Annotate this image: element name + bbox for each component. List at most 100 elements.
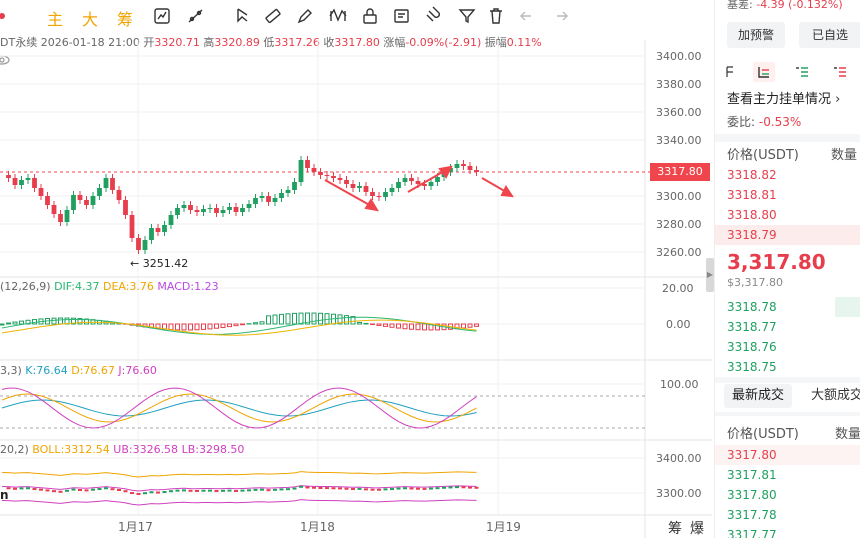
pen-icon[interactable] (295, 6, 315, 26)
view-asks-icon[interactable] (829, 62, 851, 82)
panel-collapse-handle[interactable]: ▶ (706, 258, 714, 292)
arrow-line-2 (407, 169, 447, 193)
time-tick: 1月17 (118, 520, 153, 534)
macd-bar (350, 316, 356, 325)
boll-candle (273, 488, 277, 491)
macd-dea: DEA:3.76 (102, 280, 154, 293)
candle-body (32, 178, 37, 188)
cursor-icon[interactable] (233, 6, 253, 26)
ask-row[interactable]: 3318.80 (715, 205, 860, 225)
boll-candle (305, 486, 310, 489)
mode-main-button[interactable]: 主 (47, 10, 64, 29)
bid-row[interactable]: 3318.78 (715, 297, 860, 317)
view-split-icon[interactable] (753, 62, 775, 82)
price-tick: 3280.00 (656, 218, 702, 231)
candle-body (350, 184, 356, 188)
candle-body (279, 193, 284, 198)
boll-candle (110, 488, 115, 491)
candle-body (415, 181, 421, 184)
mode-chip-button[interactable]: 筹 (117, 10, 134, 29)
bid-row[interactable]: 3318.75 (715, 357, 860, 377)
boll-candle (279, 488, 284, 491)
price-tick: 3380.00 (656, 78, 702, 91)
pattern-icon[interactable] (328, 6, 348, 26)
boll-candle (474, 486, 479, 489)
high-label: 高 (203, 36, 215, 49)
liquidation-button[interactable]: 爆 (690, 521, 704, 537)
candle-body (162, 225, 167, 232)
bid-row[interactable]: 3318.76 (715, 337, 860, 357)
divider (715, 134, 860, 142)
arrow-head-3 (500, 185, 515, 198)
magnet-icon[interactable] (424, 6, 444, 26)
trash-icon[interactable] (486, 6, 506, 26)
price-tick: 3300.00 (656, 190, 702, 203)
macd-bar (71, 317, 76, 325)
candle-body (110, 178, 115, 190)
main-orders-link[interactable]: 查看主力挂单情况 › (727, 88, 840, 107)
ask-row[interactable]: 3318.81 (715, 185, 860, 205)
watchlist-button[interactable]: 已自选 (799, 22, 860, 48)
candle-body (402, 178, 408, 182)
add-alert-button[interactable]: 加预警 (727, 22, 785, 48)
macd-bar (376, 323, 382, 326)
boll-candle (65, 489, 69, 492)
macd-group (0, 312, 479, 336)
candle-body (71, 195, 76, 210)
candle-body (201, 209, 206, 212)
macd-bar (461, 323, 466, 329)
bid-row[interactable]: 3318.77 (715, 317, 860, 337)
chart-area[interactable]: 主 大 筹 (0, 0, 712, 538)
candle-body (311, 168, 317, 172)
lock-icon[interactable] (360, 6, 380, 26)
macd-legend: (12,26,9) DIF:4.37 DEA:3.76 MACD:1.23 (0, 280, 219, 293)
macd-bar (77, 318, 83, 325)
boll-candle (58, 490, 63, 493)
candle-body (116, 190, 122, 200)
kline-chart[interactable] (0, 0, 712, 538)
ask-row[interactable]: 3318.82 (715, 165, 860, 185)
boll-group (1, 471, 479, 506)
record-dot-icon[interactable] (0, 6, 12, 26)
filter-icon[interactable] (457, 6, 477, 26)
trade-price: 3317.77 (727, 528, 777, 538)
macd-bar (25, 319, 31, 325)
boll-candle (435, 487, 440, 490)
boll-candle (331, 487, 336, 490)
tab-latest-trades[interactable]: 最新成交 (724, 384, 793, 408)
trade-tabs: 最新成交 大额成交 (715, 384, 860, 408)
macd-bar (194, 323, 200, 331)
redo-icon[interactable] (550, 6, 570, 26)
boll-candle (227, 489, 232, 492)
ask-row[interactable]: 3318.79 (715, 225, 860, 245)
arrow-head-1 (364, 198, 379, 212)
macd-bar (402, 323, 408, 330)
ask-price: 3318.82 (727, 168, 777, 182)
boll-candle (455, 486, 459, 489)
boll-candle (123, 490, 128, 493)
boll-legend: 20,2) BOLL:3312.54 UB:3326.58 LB:3298.50 (0, 443, 244, 456)
view-bids-icon[interactable] (791, 62, 813, 82)
basis-label: 基差: (727, 0, 753, 11)
candle-body (285, 190, 291, 193)
ruler-icon[interactable] (263, 6, 283, 26)
divider (715, 412, 860, 416)
macd-bar (175, 323, 180, 331)
boll-candle (299, 485, 303, 488)
view-both-icon[interactable] (721, 62, 743, 82)
mode-big-button[interactable]: 大 (82, 10, 99, 29)
kdj-group (1, 387, 477, 429)
macd-bar (467, 323, 473, 328)
boll-candle (429, 487, 433, 490)
chip-button[interactable]: 筹 (668, 521, 682, 537)
line-tool-icon[interactable] (186, 6, 206, 26)
macd-tick: 20.00 (662, 282, 694, 295)
macd-bar (337, 314, 343, 325)
ratio-label: 委比: (727, 115, 756, 129)
note-icon[interactable] (392, 6, 412, 26)
tab-large-trades[interactable]: 大额成交 (811, 388, 860, 403)
trade-price: 3317.78 (727, 508, 777, 522)
undo-icon[interactable] (518, 6, 538, 26)
boll-candle (221, 489, 225, 492)
indicator-icon[interactable] (152, 6, 172, 26)
